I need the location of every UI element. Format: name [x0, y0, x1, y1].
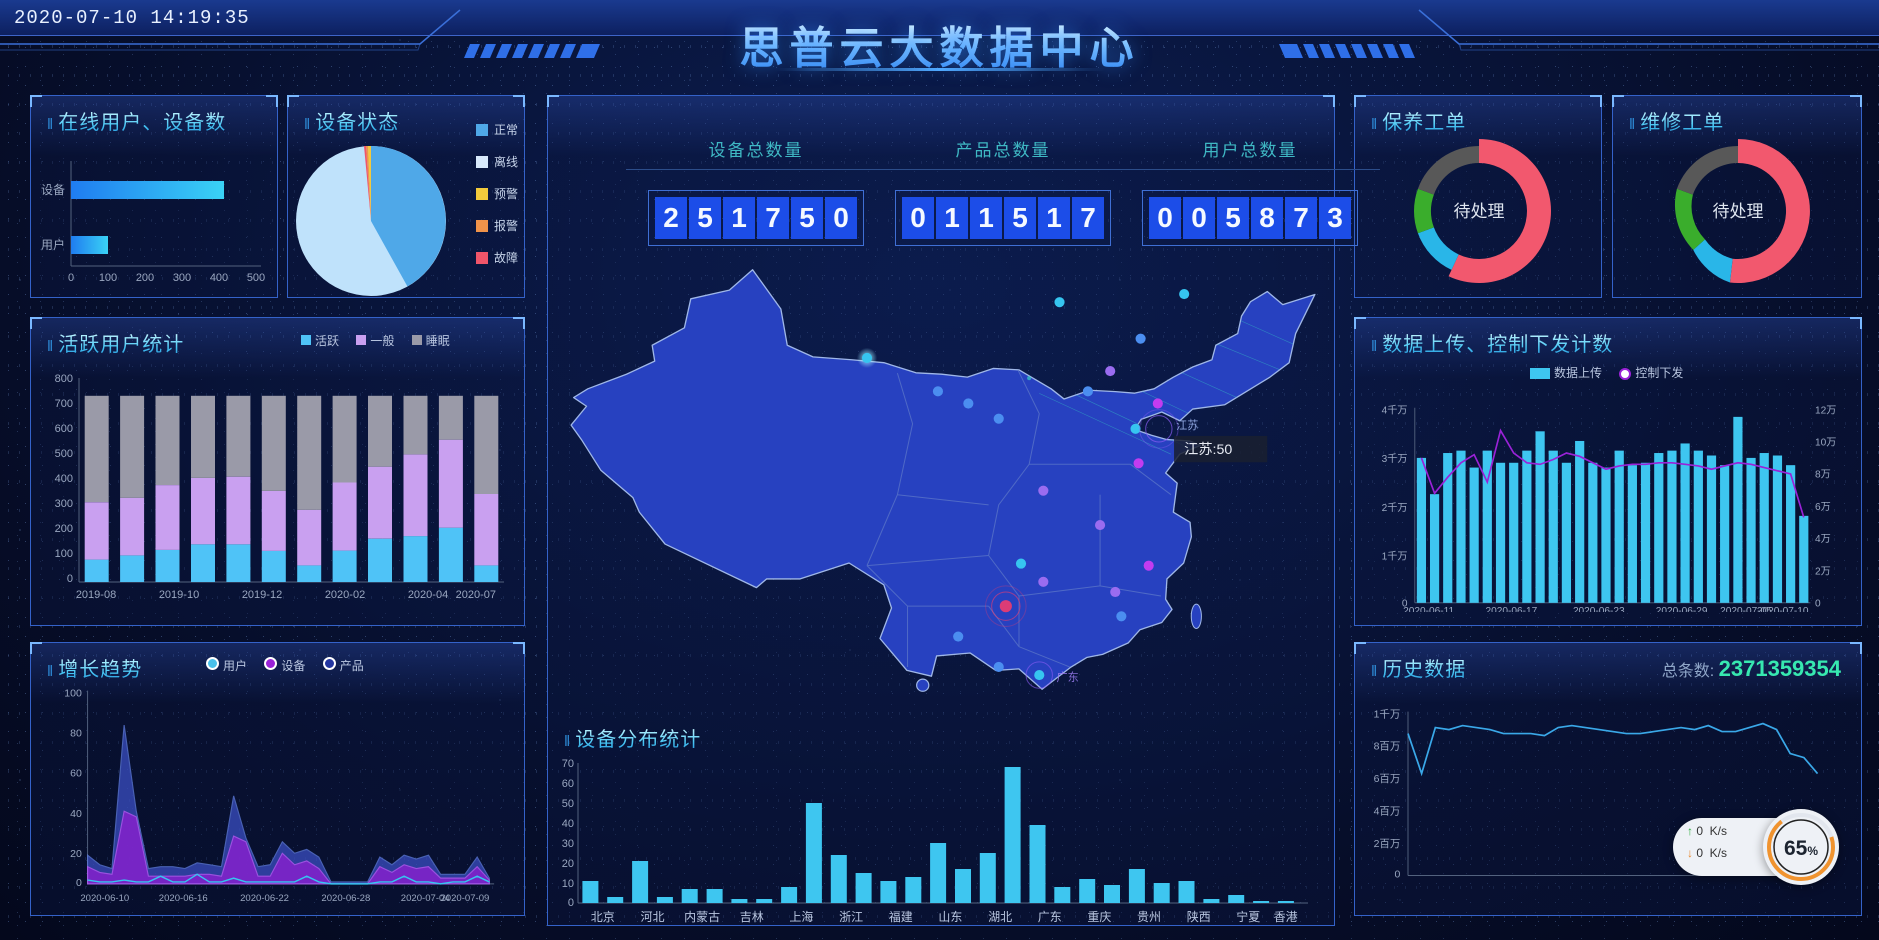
- svg-text:200: 200: [136, 272, 154, 284]
- svg-text:2020-06-28: 2020-06-28: [321, 893, 370, 903]
- svg-text:100: 100: [55, 548, 73, 560]
- svg-text:8万: 8万: [1815, 470, 1831, 481]
- svg-text:2020-07: 2020-07: [456, 589, 496, 601]
- svg-text:上海: 上海: [789, 909, 813, 924]
- svg-text:吉林: 吉林: [740, 910, 764, 924]
- svg-text:待处理: 待处理: [1713, 202, 1764, 221]
- svg-text:6百万: 6百万: [1374, 773, 1401, 785]
- svg-text:2019-10: 2019-10: [159, 589, 199, 601]
- svg-text:宁夏: 宁夏: [1236, 909, 1260, 924]
- svg-text:2020-06-17: 2020-06-17: [1486, 606, 1538, 612]
- svg-text:广东: 广东: [1038, 910, 1062, 924]
- svg-text:20: 20: [70, 848, 82, 860]
- svg-text:江苏:50: 江苏:50: [1184, 442, 1232, 458]
- svg-text:贵州: 贵州: [1137, 910, 1161, 924]
- svg-text:4百万: 4百万: [1374, 806, 1401, 818]
- svg-text:500: 500: [55, 448, 73, 460]
- svg-text:70: 70: [562, 758, 574, 770]
- svg-text:800: 800: [55, 373, 73, 385]
- svg-text:0: 0: [1395, 869, 1401, 880]
- svg-text:2020-07-10: 2020-07-10: [1757, 606, 1809, 612]
- svg-text:10万: 10万: [1815, 437, 1836, 448]
- svg-text:2020-06-11: 2020-06-11: [1403, 606, 1454, 612]
- svg-text:200: 200: [55, 523, 73, 535]
- svg-text:福建: 福建: [889, 909, 913, 924]
- svg-text:40: 40: [562, 818, 574, 830]
- svg-text:2019-08: 2019-08: [76, 589, 116, 601]
- svg-text:300: 300: [173, 272, 191, 284]
- svg-text:2020-06-22: 2020-06-22: [240, 893, 289, 903]
- svg-text:2020-02: 2020-02: [325, 589, 365, 601]
- svg-text:2百万: 2百万: [1374, 838, 1401, 850]
- svg-text:2020-07-09: 2020-07-09: [440, 893, 489, 903]
- svg-text:100: 100: [99, 272, 117, 284]
- svg-text:北京: 北京: [591, 910, 615, 924]
- svg-text:2019-12: 2019-12: [242, 589, 282, 601]
- svg-text:40: 40: [70, 808, 82, 820]
- svg-text:700: 700: [55, 398, 73, 410]
- svg-text:10: 10: [562, 878, 574, 890]
- svg-text:内蒙古: 内蒙古: [684, 909, 720, 924]
- svg-text:6万: 6万: [1815, 502, 1831, 513]
- svg-text:浙江: 浙江: [839, 910, 863, 924]
- svg-text:2020-06-16: 2020-06-16: [159, 893, 208, 903]
- svg-text:正常: 正常: [494, 123, 518, 137]
- svg-text:故障: 故障: [494, 250, 518, 265]
- svg-text:60: 60: [562, 778, 574, 790]
- svg-text:2万: 2万: [1815, 566, 1831, 577]
- svg-text:报警: 报警: [494, 218, 518, 233]
- svg-text:30: 30: [562, 838, 574, 850]
- svg-text:100: 100: [64, 687, 82, 699]
- svg-text:1千万: 1千万: [1382, 551, 1408, 563]
- svg-text:4万: 4万: [1815, 534, 1831, 545]
- svg-text:500: 500: [247, 272, 265, 284]
- svg-text:80: 80: [70, 728, 82, 740]
- svg-text:8百万: 8百万: [1374, 741, 1401, 753]
- svg-text:设备: 设备: [41, 183, 65, 197]
- svg-text:离线: 离线: [494, 154, 518, 169]
- svg-text:用户: 用户: [41, 237, 65, 252]
- svg-text:12万: 12万: [1815, 405, 1836, 416]
- svg-text:待处理: 待处理: [1454, 202, 1505, 221]
- svg-text:2020-06-10: 2020-06-10: [80, 893, 129, 903]
- svg-text:河北: 河北: [640, 910, 664, 924]
- svg-text:300: 300: [55, 498, 73, 510]
- svg-text:重庆: 重庆: [1087, 910, 1111, 924]
- svg-text:预警: 预警: [494, 186, 518, 201]
- svg-text:4千万: 4千万: [1382, 404, 1408, 416]
- svg-text:0: 0: [1815, 598, 1821, 609]
- svg-text:0: 0: [67, 573, 73, 585]
- svg-text:400: 400: [55, 473, 73, 485]
- svg-text:山东: 山东: [938, 910, 962, 924]
- svg-text:0: 0: [68, 272, 74, 284]
- svg-text:香港: 香港: [1274, 910, 1298, 924]
- svg-text:50: 50: [562, 798, 574, 810]
- svg-text:2020-06-23: 2020-06-23: [1573, 606, 1625, 612]
- svg-text:0: 0: [76, 877, 82, 889]
- svg-text:3千万: 3千万: [1382, 453, 1408, 465]
- svg-text:0: 0: [568, 897, 574, 909]
- svg-text:陕西: 陕西: [1187, 909, 1211, 924]
- svg-text:湖北: 湖北: [988, 909, 1012, 924]
- svg-text:600: 600: [55, 423, 73, 435]
- svg-text:60: 60: [70, 768, 82, 780]
- svg-text:2020-04: 2020-04: [408, 589, 448, 601]
- svg-text:1千万: 1千万: [1374, 708, 1401, 720]
- svg-text:广东: 广东: [1056, 671, 1078, 684]
- svg-text:400: 400: [210, 272, 228, 284]
- svg-text:20: 20: [562, 858, 574, 870]
- svg-text:江苏: 江苏: [1176, 419, 1198, 432]
- svg-text:2020-06-29: 2020-06-29: [1656, 606, 1708, 612]
- svg-text:2千万: 2千万: [1382, 502, 1408, 514]
